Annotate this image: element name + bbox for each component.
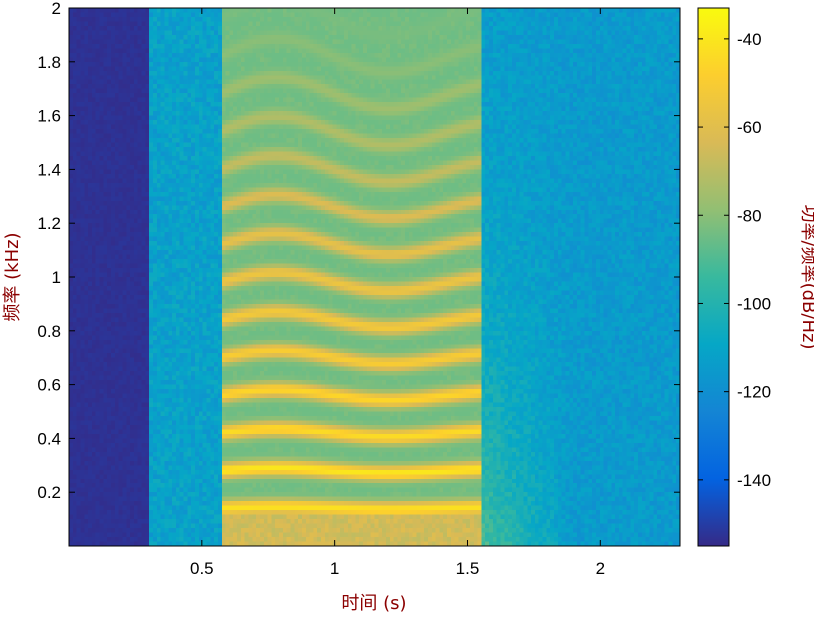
x-tick-label: 2 — [596, 559, 605, 578]
x-axis: 0.5 1 1.5 2 — [190, 8, 605, 578]
x-tick-label: 1 — [330, 559, 339, 578]
y-tick-label: 1.2 — [37, 214, 61, 233]
spectrogram-plot-area — [69, 8, 680, 546]
colorbar-tick-label: -40 — [737, 30, 762, 49]
y-tick-label: 1.4 — [37, 160, 61, 179]
colorbar-tick-label: -140 — [737, 471, 771, 490]
spectrogram-image — [69, 8, 680, 546]
x-tick-label: 0.5 — [190, 559, 214, 578]
y-axis-title: 频率 (kHz) — [2, 232, 23, 321]
colorbar-axis: -40 -60 -80 -100 -120 -140 — [698, 30, 771, 490]
colorbar-tick-label: -60 — [737, 118, 762, 137]
y-axis: 0.2 0.4 0.6 0.8 1 1.2 1.4 1.6 1.8 2 — [37, 0, 680, 502]
y-tick-label: 0.6 — [37, 376, 61, 395]
colorbar-frame — [697, 7, 730, 547]
colorbar — [698, 8, 729, 546]
y-tick-label: 2 — [52, 0, 61, 18]
x-axis-title: 时间 (s) — [341, 593, 406, 614]
y-tick-label: 0.4 — [37, 429, 61, 448]
y-tick-label: 1.8 — [37, 53, 61, 72]
x-tick-label: 1.5 — [456, 559, 480, 578]
colorbar-tick-label: -100 — [737, 294, 771, 313]
colorbar-tick-label: -120 — [737, 383, 771, 402]
y-tick-label: 0.8 — [37, 322, 61, 341]
colorbar-title: 功率/频率(dB/Hz) — [798, 205, 814, 350]
y-tick-label: 1 — [52, 268, 61, 287]
colorbar-tick-label: -80 — [737, 206, 762, 225]
y-tick-label: 1.6 — [37, 107, 61, 126]
y-tick-label: 0.2 — [37, 483, 61, 502]
